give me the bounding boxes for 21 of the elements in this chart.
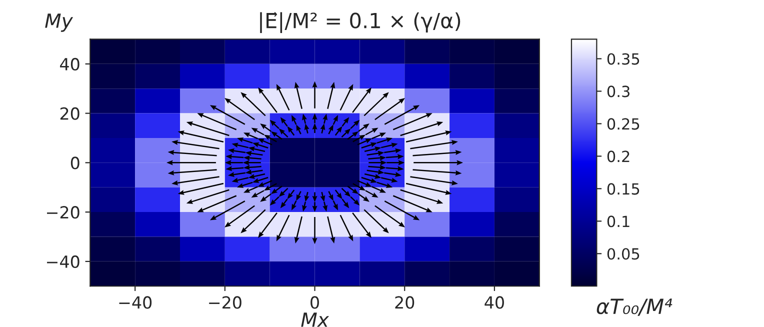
- y-tick-label: −40: [47, 255, 80, 268]
- color-bar-label: 0.15: [607, 183, 640, 195]
- x-axis-title: Mx: [301, 312, 330, 327]
- y-tick-label: −20: [47, 206, 80, 219]
- y-tick-label: 0: [70, 156, 80, 170]
- x-tick-label: −20: [209, 296, 242, 309]
- color-bar-label: 0.2: [607, 150, 630, 162]
- color-bar-title: αT₀₀/M⁴: [596, 298, 672, 316]
- color-bar-label: 0.25: [607, 118, 640, 130]
- color-bar-label: 0.3: [607, 86, 630, 98]
- color-bar-label: 0.35: [607, 53, 640, 65]
- y-tick-label: 20: [60, 107, 80, 120]
- y-axis-title: My: [45, 14, 74, 32]
- x-tick-label: −40: [119, 296, 152, 309]
- x-tick-label: 40: [484, 296, 504, 309]
- x-tick-label: 0: [310, 296, 319, 309]
- x-tick-label: 20: [395, 296, 414, 309]
- color-bar-label: 0.05: [607, 248, 640, 260]
- y-tick-label: 40: [60, 58, 80, 70]
- chart-title: |E⃗|/M² = 0.1 × (γ/α): [260, 12, 460, 34]
- color-bar-label: 0.1: [607, 216, 630, 228]
